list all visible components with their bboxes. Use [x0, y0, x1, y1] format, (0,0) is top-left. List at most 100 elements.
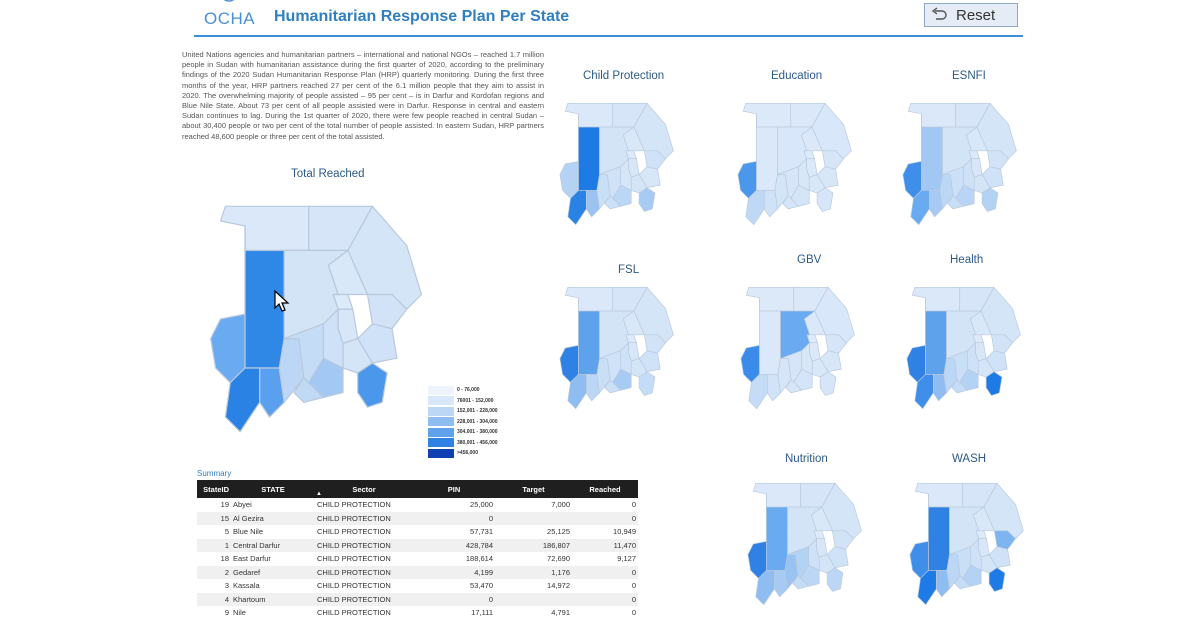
state-region-bn[interactable] [638, 371, 656, 396]
state-region-bn[interactable] [638, 187, 656, 212]
state-region-sk[interactable] [959, 368, 979, 391]
state-region-kassala[interactable] [994, 530, 1016, 550]
col-reached[interactable]: Reached [589, 484, 621, 494]
state-region-sd[interactable] [928, 190, 943, 218]
reset-button[interactable]: Reset [924, 3, 1018, 27]
state-region-sk[interactable] [790, 184, 810, 207]
state-region-nw[interactable] [911, 286, 961, 312]
table-row[interactable]: 2 Gedaref CHILD PROTECTION 4,199 1,176 0 [197, 565, 638, 579]
table-row[interactable]: 15 Al Gezira CHILD PROTECTION 0 0 [197, 511, 638, 525]
map-wash[interactable] [902, 476, 1034, 612]
state-region-kassala[interactable] [644, 150, 666, 170]
state-region-abyei[interactable] [293, 376, 325, 403]
map-fsl[interactable] [552, 280, 684, 416]
col-target[interactable]: Target [522, 484, 545, 494]
state-region-gedaref[interactable] [985, 350, 1008, 373]
state-region-sk[interactable] [962, 564, 982, 587]
state-region-nw[interactable] [745, 286, 795, 312]
map-gbv[interactable] [733, 280, 865, 416]
state-region-bn[interactable] [988, 567, 1006, 592]
col-stateid[interactable]: StateID [203, 484, 229, 494]
state-region-kassala[interactable] [822, 150, 844, 170]
state-region-sd[interactable] [766, 374, 781, 402]
state-region-gedaref[interactable] [638, 166, 661, 189]
table-row[interactable]: 18 East Darfur CHILD PROTECTION 188,614 72,6… [197, 552, 638, 566]
state-region-nw[interactable] [564, 102, 614, 128]
col-sector[interactable]: Sector [352, 484, 376, 494]
state-region-kassala[interactable] [991, 334, 1013, 354]
state-region-sd[interactable] [585, 374, 600, 402]
state-region-gedaref[interactable] [826, 546, 849, 569]
state-region-sk[interactable] [800, 564, 820, 587]
total-reached-map[interactable] [196, 196, 441, 442]
state-region-abyei[interactable] [604, 195, 622, 210]
state-region-bn[interactable] [816, 187, 834, 212]
map-health[interactable] [899, 280, 1031, 416]
table-row[interactable]: 19 Abyei CHILD PROTECTION 25,000 7,000 0 [197, 498, 638, 512]
state-region-kassala[interactable] [366, 293, 408, 330]
state-region-sk[interactable] [612, 368, 632, 391]
table-row[interactable]: 3 Kassala CHILD PROTECTION 53,470 14,972 0 [197, 579, 638, 593]
table-row[interactable]: 4 Khartoum CHILD PROTECTION 0 0 [197, 592, 638, 606]
state-region-gedaref[interactable] [816, 166, 839, 189]
cell-target: 72,690 [547, 554, 570, 564]
map-education[interactable] [730, 96, 862, 232]
page-title: Humanitarian Response Plan Per State [274, 8, 570, 25]
state-region-sk[interactable] [793, 368, 813, 391]
map-child-protection[interactable] [552, 96, 684, 232]
state-region-abyei[interactable] [782, 195, 800, 210]
state-region-abyei[interactable] [954, 575, 972, 590]
state-region-sd[interactable] [932, 374, 947, 402]
col-pin[interactable]: PIN [447, 484, 461, 494]
state-region-bn[interactable] [981, 187, 999, 212]
cell-stateid: 3 [224, 581, 229, 591]
state-region-abyei[interactable] [604, 379, 622, 394]
state-region-nw[interactable] [742, 102, 792, 128]
state-region-abyei[interactable] [947, 195, 965, 210]
state-region-kassala[interactable] [832, 530, 854, 550]
state-region-gedaref[interactable] [356, 323, 398, 364]
sector-title-gbv: GBV [797, 254, 822, 266]
table-body: 19 Abyei CHILD PROTECTION 25,000 7,000 0 15 Al … [197, 498, 638, 620]
state-region-abyei[interactable] [792, 575, 810, 590]
state-region-bn[interactable] [357, 362, 388, 408]
state-region-gedaref[interactable] [819, 350, 842, 373]
state-region-sd[interactable] [259, 367, 285, 418]
map-esnfi[interactable] [895, 96, 1027, 232]
legend-swatch [428, 427, 454, 437]
state-region-sd[interactable] [763, 190, 778, 218]
state-region-nw[interactable] [914, 482, 964, 508]
state-region-abyei[interactable] [951, 379, 969, 394]
cell-sector: CHILD PROTECTION [317, 608, 391, 618]
state-region-sk[interactable] [307, 357, 344, 399]
state-region-kassala[interactable] [987, 150, 1009, 170]
table-row[interactable]: 9 Nile CHILD PROTECTION 17,111 4,791 0 [197, 606, 638, 620]
state-region-kassala[interactable] [644, 334, 666, 354]
state-region-sd[interactable] [935, 570, 950, 598]
state-region-nw[interactable] [564, 286, 614, 312]
cell-pin: 0 [488, 594, 493, 604]
state-region-nw[interactable] [752, 482, 802, 508]
state-region-nw[interactable] [219, 205, 310, 252]
legend-label: 152,001 - 228,000 [457, 408, 498, 415]
table-row[interactable]: 5 Blue Nile CHILD PROTECTION 57,731 25,125 10… [197, 525, 638, 539]
table-row[interactable]: 1 Central Darfur CHILD PROTECTION 428,784 18… [197, 538, 638, 552]
state-region-sk[interactable] [612, 184, 632, 207]
state-region-sd[interactable] [773, 570, 788, 598]
col-state[interactable]: STATE [261, 484, 285, 494]
state-region-bn[interactable] [985, 371, 1003, 396]
state-region-sk[interactable] [955, 184, 975, 207]
map-nutrition[interactable] [740, 476, 872, 612]
state-region-gedaref[interactable] [988, 546, 1011, 569]
state-region-sd[interactable] [585, 190, 600, 218]
state-region-bn[interactable] [819, 371, 837, 396]
state-region-nw[interactable] [907, 102, 957, 128]
cell-sector: CHILD PROTECTION [317, 513, 391, 523]
state-region-abyei[interactable] [785, 379, 803, 394]
legend-label: 380,001 - 456,000 [457, 439, 498, 446]
state-region-gedaref[interactable] [981, 166, 1004, 189]
summary-table[interactable]: StateID STATE Sector PIN Target Reached … [197, 480, 638, 620]
state-region-gedaref[interactable] [638, 350, 661, 373]
state-region-bn[interactable] [826, 567, 844, 592]
state-region-kassala[interactable] [825, 334, 847, 354]
